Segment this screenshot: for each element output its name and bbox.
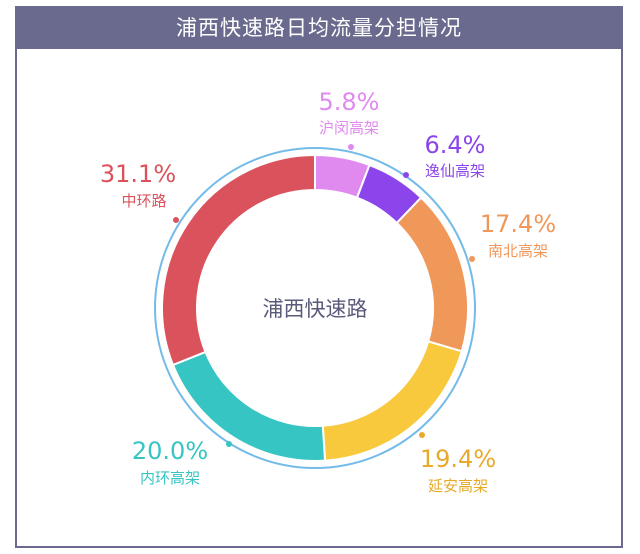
slice-marker-2 — [469, 256, 475, 262]
slice-name-label-0: 沪闵高架 — [319, 119, 379, 137]
slice-marker-1 — [403, 172, 409, 178]
slice-name-label-3: 延安高架 — [428, 477, 488, 495]
slice-percent-label-4: 20.0% — [132, 437, 208, 465]
slice-marker-3 — [419, 432, 425, 438]
slice-name-label-5: 中环路 — [121, 192, 166, 210]
slice-percent-label-5: 31.1% — [100, 160, 176, 188]
slice-percent-label-3: 19.4% — [420, 445, 496, 473]
slice-name-label-2: 南北高架 — [488, 242, 548, 260]
slice-name-label-4: 内环高架 — [140, 469, 200, 487]
chart-title: 浦西快速路日均流量分担情况 — [17, 8, 621, 49]
slice-percent-label-0: 5.8% — [319, 88, 380, 116]
slice-3 — [321, 340, 463, 462]
slice-marker-4 — [226, 441, 232, 447]
slice-percent-label-2: 17.4% — [480, 210, 556, 238]
outer-guide-ring — [154, 147, 476, 469]
slice-marker-0 — [348, 144, 354, 150]
slice-5 — [161, 153, 316, 367]
slice-percent-label-1: 6.4% — [425, 131, 486, 159]
slice-2 — [395, 196, 469, 353]
center-label: 浦西快速路 — [263, 297, 368, 321]
slice-name-label-1: 逸仙高架 — [425, 162, 485, 180]
slice-marker-5 — [173, 217, 179, 223]
